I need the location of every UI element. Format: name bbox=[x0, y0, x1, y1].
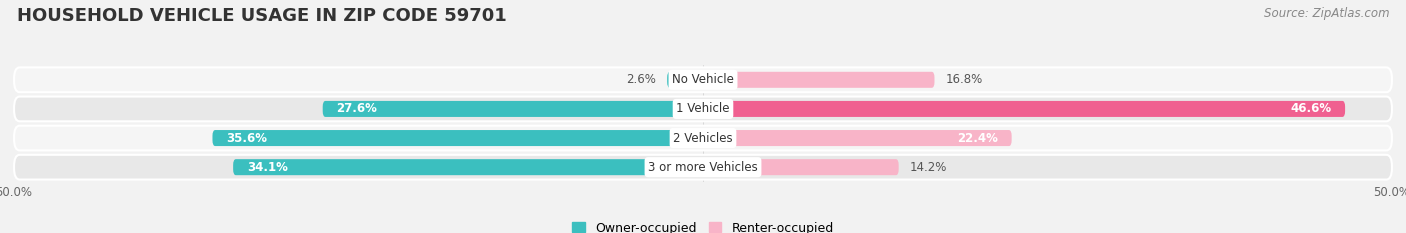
Text: 22.4%: 22.4% bbox=[957, 132, 998, 144]
FancyBboxPatch shape bbox=[703, 72, 935, 88]
FancyBboxPatch shape bbox=[703, 159, 898, 175]
FancyBboxPatch shape bbox=[14, 96, 1392, 121]
Text: 34.1%: 34.1% bbox=[247, 161, 288, 174]
Text: 1 Vehicle: 1 Vehicle bbox=[676, 103, 730, 115]
FancyBboxPatch shape bbox=[14, 126, 1392, 151]
Text: 16.8%: 16.8% bbox=[945, 73, 983, 86]
Text: 3 or more Vehicles: 3 or more Vehicles bbox=[648, 161, 758, 174]
Text: No Vehicle: No Vehicle bbox=[672, 73, 734, 86]
Text: Source: ZipAtlas.com: Source: ZipAtlas.com bbox=[1264, 7, 1389, 20]
Text: 27.6%: 27.6% bbox=[336, 103, 377, 115]
Text: 35.6%: 35.6% bbox=[226, 132, 267, 144]
FancyBboxPatch shape bbox=[14, 155, 1392, 180]
FancyBboxPatch shape bbox=[212, 130, 703, 146]
FancyBboxPatch shape bbox=[233, 159, 703, 175]
FancyBboxPatch shape bbox=[668, 72, 703, 88]
Legend: Owner-occupied, Renter-occupied: Owner-occupied, Renter-occupied bbox=[568, 216, 838, 233]
FancyBboxPatch shape bbox=[703, 130, 1012, 146]
FancyBboxPatch shape bbox=[14, 67, 1392, 92]
Text: 46.6%: 46.6% bbox=[1291, 103, 1331, 115]
Text: 14.2%: 14.2% bbox=[910, 161, 948, 174]
FancyBboxPatch shape bbox=[323, 101, 703, 117]
Text: HOUSEHOLD VEHICLE USAGE IN ZIP CODE 59701: HOUSEHOLD VEHICLE USAGE IN ZIP CODE 5970… bbox=[17, 7, 506, 25]
Text: 2.6%: 2.6% bbox=[626, 73, 657, 86]
Text: 2 Vehicles: 2 Vehicles bbox=[673, 132, 733, 144]
FancyBboxPatch shape bbox=[703, 101, 1346, 117]
